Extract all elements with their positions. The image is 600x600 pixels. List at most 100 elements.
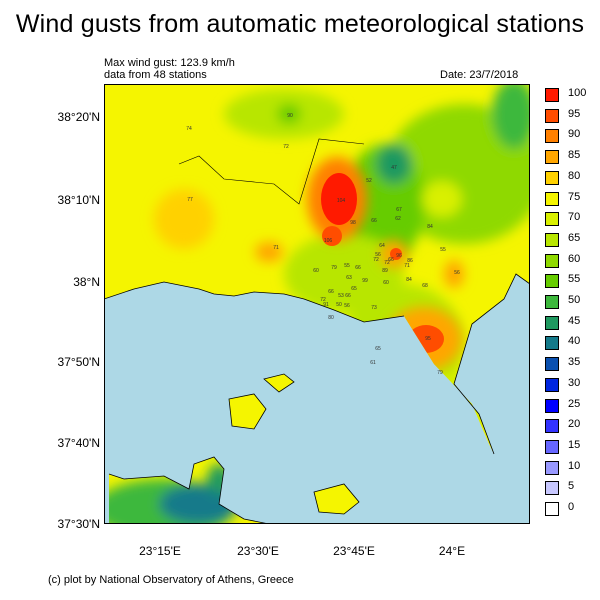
colorbar-label: 0 — [568, 501, 575, 513]
colorbar-swatch — [545, 150, 559, 165]
station-value-label: 86 — [407, 258, 413, 264]
colorbar-step: 90 — [545, 128, 593, 145]
station-value-label: 68 — [422, 283, 428, 289]
station-value-label: 53 — [338, 293, 344, 299]
colorbar-swatch — [545, 357, 559, 372]
colorbar-step: 95 — [545, 108, 593, 125]
station-value-label: 66 — [371, 218, 377, 224]
colorbar-swatch — [545, 212, 559, 227]
colorbar-swatch — [545, 191, 559, 206]
colorbar-step: 55 — [545, 273, 593, 290]
station-value-label: 72 — [320, 297, 326, 303]
colorbar-label: 75 — [568, 190, 581, 203]
station-value-label: 84 — [427, 224, 433, 230]
station-value-label: 106 — [324, 238, 333, 244]
station-value-label: 79 — [331, 265, 337, 271]
colorbar-swatch — [545, 502, 559, 516]
station-value-label: 60 — [383, 280, 389, 286]
colorbar-swatch — [545, 336, 559, 351]
station-value-label: 77 — [187, 197, 193, 203]
colorbar-label: 15 — [568, 438, 581, 451]
colorbar-step: 10 — [545, 460, 593, 477]
station-value-label: 55 — [344, 263, 350, 269]
lon-tick-23-15: 23°15'E — [139, 544, 181, 558]
station-value-label: 65 — [351, 286, 357, 292]
colorbar-label: 40 — [568, 335, 581, 348]
station-value-label: 90 — [287, 113, 293, 119]
station-value-label: 65 — [375, 346, 381, 352]
lat-tick-38-10: 38°10'N — [57, 193, 100, 207]
station-count-label: data from 48 stations — [104, 69, 207, 81]
station-value-label: 71 — [273, 245, 279, 251]
station-value-label: 64 — [379, 243, 385, 249]
lon-tick-24-00: 24°E — [438, 544, 466, 558]
station-value-label: 63 — [346, 275, 352, 281]
colorbar-label: 85 — [568, 149, 581, 162]
colorbar-swatch — [545, 170, 559, 185]
colorbar-swatch — [545, 274, 559, 289]
colorbar-step: 100 — [545, 87, 593, 104]
lat-tick-37-40: 37°40'N — [57, 436, 100, 450]
colorbar-label: 30 — [568, 376, 581, 389]
colorbar-step: 60 — [545, 252, 593, 270]
colorbar-swatch — [545, 315, 559, 330]
colorbar-label: 60 — [568, 252, 581, 265]
colorbar-label: 25 — [568, 397, 581, 410]
station-value-label: 61 — [370, 360, 376, 366]
colorbar-swatch — [545, 253, 559, 268]
station-value-label: 56 — [344, 303, 350, 309]
lon-tick-23-30: 23°30'E — [237, 544, 279, 558]
colorbar-step: 45 — [545, 315, 593, 332]
station-value-label: 47 — [391, 165, 397, 171]
max-gust-label: Max wind gust: 123.9 km/h — [104, 57, 235, 69]
colorbar-step: 5 — [545, 480, 593, 497]
station-value-label: 91 — [323, 302, 329, 308]
colorbar-step: 40 — [545, 335, 593, 352]
colorbar-swatch — [545, 295, 559, 309]
station-value-label: 79 — [437, 370, 443, 376]
colorbar-swatch — [545, 419, 559, 434]
station-value-label: 96 — [396, 253, 402, 259]
colorbar-swatch — [545, 108, 559, 123]
colorbar-label: 5 — [568, 480, 575, 493]
colorbar-swatch — [545, 129, 559, 144]
station-value-label: 66 — [328, 289, 334, 295]
station-value-label: 95 — [425, 336, 431, 342]
station-value-label: 73 — [371, 305, 377, 311]
colorbar-step: 0 — [545, 501, 593, 518]
station-value-label: 62 — [395, 216, 401, 222]
colorbar-step: 25 — [545, 397, 593, 415]
colorbar-swatch — [545, 88, 559, 102]
station-value-label: 55 — [440, 247, 446, 253]
station-value-label: 74 — [186, 126, 192, 132]
colorbar-label: 90 — [568, 128, 581, 141]
lat-tick-38-00: 38°N — [73, 275, 100, 289]
colorbar-label: 80 — [568, 169, 581, 182]
station-value-label: 56 — [375, 252, 381, 258]
colorbar-step: 15 — [545, 438, 593, 456]
colorbar-label: 55 — [568, 273, 581, 286]
colorbar-label: 100 — [568, 87, 587, 99]
map-title: Wind gusts from automatic meteorological… — [15, 10, 585, 38]
colorbar-step: 50 — [545, 294, 593, 311]
date-label: Date: 23/7/2018 — [440, 69, 519, 81]
colorbar-label: 70 — [568, 211, 581, 224]
colorbar-label: 35 — [568, 356, 581, 369]
colorbar-step: 65 — [545, 232, 593, 249]
colorbar-step: 30 — [545, 376, 593, 394]
colorbar-swatch — [545, 481, 559, 496]
station-value-label: 66 — [355, 265, 361, 271]
station-value-label: 52 — [366, 178, 372, 184]
colorbar-step: 85 — [545, 149, 593, 166]
station-value-label: 67 — [396, 207, 402, 213]
lat-tick-38-20: 38°20'N — [57, 110, 100, 124]
station-value-label: 84 — [406, 277, 412, 283]
lat-tick-37-30: 37°30'N — [57, 517, 100, 531]
colorbar-swatch — [545, 377, 559, 392]
colorbar-label: 20 — [568, 418, 581, 431]
station-value-label: 104 — [337, 198, 346, 204]
station-value-label: 71 — [404, 263, 410, 269]
lon-tick-23-45: 23°45'E — [333, 544, 375, 558]
colorbar-swatch — [545, 439, 559, 454]
